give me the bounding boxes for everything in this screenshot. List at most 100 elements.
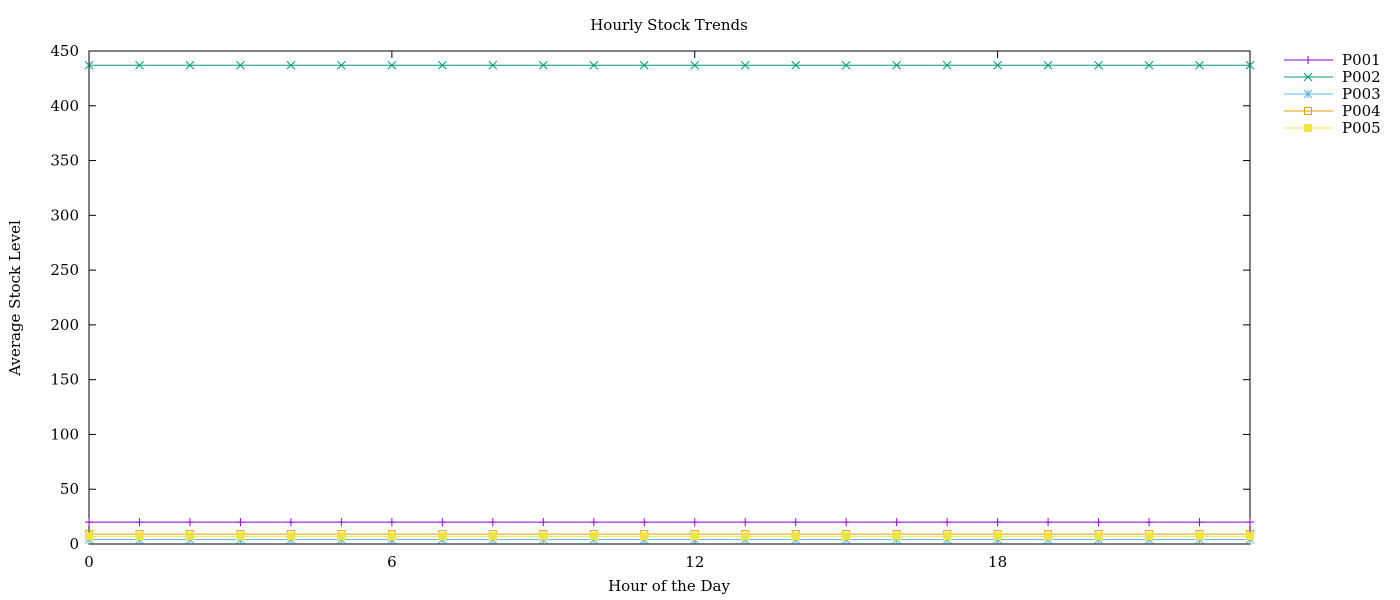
data-point xyxy=(589,60,599,70)
data-point xyxy=(993,60,1002,70)
y-tick-label: 450 xyxy=(50,42,79,60)
legend-item: P004 xyxy=(1284,102,1381,120)
data-point xyxy=(1304,124,1312,132)
x-tick-label: 18 xyxy=(988,553,1007,571)
data-point xyxy=(286,60,296,70)
data-point xyxy=(1304,56,1312,64)
legend-label: P005 xyxy=(1342,119,1381,137)
data-point xyxy=(286,518,295,527)
data-point xyxy=(1094,518,1103,527)
legend-label: P003 xyxy=(1342,85,1381,103)
data-point xyxy=(1094,532,1103,541)
data-point xyxy=(1303,72,1313,82)
series-p005 xyxy=(85,532,1254,541)
data-point xyxy=(337,60,346,70)
data-point xyxy=(236,518,245,527)
chart-title: Hourly Stock Trends xyxy=(590,16,748,34)
legend-label: P004 xyxy=(1342,102,1381,120)
data-point xyxy=(640,518,649,527)
data-point xyxy=(791,532,800,541)
data-point xyxy=(1044,518,1053,527)
data-point xyxy=(286,532,295,541)
data-point xyxy=(488,518,497,527)
data-point xyxy=(1195,60,1204,70)
data-point xyxy=(488,60,498,70)
data-point xyxy=(842,518,851,527)
data-point xyxy=(1303,89,1313,99)
x-tick-label: 0 xyxy=(84,553,94,571)
data-point xyxy=(993,518,1002,527)
y-tick-label: 350 xyxy=(50,152,79,170)
data-point xyxy=(185,532,194,541)
data-point xyxy=(892,518,901,527)
y-axis-label: Average Stock Level xyxy=(6,220,24,377)
data-point xyxy=(943,518,952,527)
data-point xyxy=(1144,60,1154,70)
series-layer xyxy=(84,60,1255,544)
data-point xyxy=(387,60,397,70)
legend-item: P003 xyxy=(1284,85,1381,103)
data-point xyxy=(539,518,548,527)
data-point xyxy=(185,60,195,70)
data-point xyxy=(135,532,144,541)
data-point xyxy=(943,532,952,541)
data-point xyxy=(135,518,144,527)
y-tick-label: 0 xyxy=(69,535,79,553)
data-point xyxy=(791,518,800,527)
data-point xyxy=(337,518,346,527)
data-point xyxy=(1195,532,1204,541)
plot-frame xyxy=(88,50,1251,545)
data-point xyxy=(589,518,598,527)
data-point xyxy=(1145,518,1154,527)
data-point xyxy=(185,518,194,527)
data-point xyxy=(993,532,1002,541)
y-tick-label: 200 xyxy=(50,316,79,334)
data-point xyxy=(1246,518,1254,527)
series-p002 xyxy=(84,60,1255,70)
data-point xyxy=(842,532,851,541)
data-point xyxy=(85,532,93,541)
y-tick-label: 100 xyxy=(50,425,79,443)
data-point xyxy=(740,60,750,70)
data-point xyxy=(1304,107,1312,115)
data-point xyxy=(1043,60,1053,70)
data-point xyxy=(438,518,447,527)
legend-label: P001 xyxy=(1342,51,1381,69)
data-point xyxy=(892,60,902,70)
data-point xyxy=(539,532,548,541)
data-point xyxy=(690,518,699,527)
data-point xyxy=(135,60,144,70)
data-point xyxy=(1145,532,1154,541)
legend-item: P002 xyxy=(1284,68,1381,86)
legend-item: P001 xyxy=(1284,51,1381,69)
data-point xyxy=(437,60,447,70)
legend-item: P005 xyxy=(1284,119,1381,137)
data-point xyxy=(841,60,851,70)
data-point xyxy=(236,532,245,541)
data-point xyxy=(387,532,396,541)
y-tick-label: 150 xyxy=(50,371,79,389)
data-point xyxy=(741,532,750,541)
data-point xyxy=(1195,518,1204,527)
y-tick-label: 300 xyxy=(50,206,79,224)
data-point xyxy=(1044,532,1053,541)
series-p001 xyxy=(85,518,1254,527)
x-axis: 0 6 12 18 xyxy=(84,51,1007,571)
y-axis: 0 50 100 150 200 250 300 350 400 450 xyxy=(50,42,1250,553)
data-point xyxy=(236,60,245,70)
y-tick-label: 400 xyxy=(50,97,79,115)
y-tick-label: 250 xyxy=(50,261,79,279)
data-point xyxy=(1246,532,1254,541)
data-point xyxy=(538,60,548,70)
data-point xyxy=(84,60,94,70)
data-point xyxy=(337,532,346,541)
plot-frame-layer xyxy=(88,50,1251,545)
x-axis-label: Hour of the Day xyxy=(608,577,730,595)
data-point xyxy=(690,60,700,70)
data-point xyxy=(438,532,447,541)
data-point xyxy=(589,532,598,541)
data-point xyxy=(791,60,801,70)
data-point xyxy=(640,532,649,541)
